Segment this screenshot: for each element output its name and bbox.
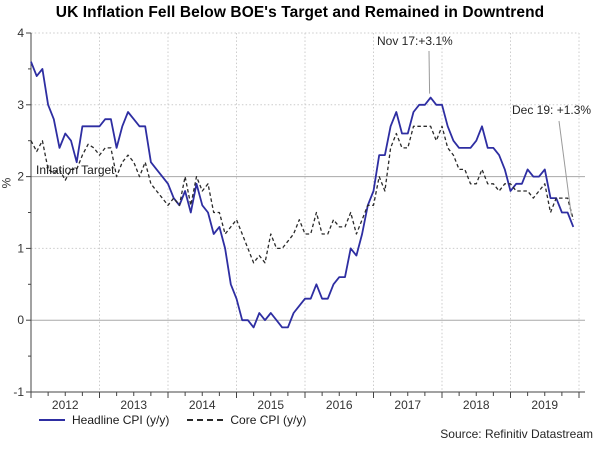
x-tick-label: 2019: [531, 398, 558, 412]
inflation-target-label: Inflation Target: [36, 163, 115, 177]
annotation-dec-2019-latest: Dec 19: +1.3%: [512, 103, 592, 117]
x-tick-label: 2014: [189, 398, 216, 412]
axes: [30, 33, 585, 393]
core-cpi-legend-swatch: [187, 419, 224, 421]
y-tick-label: 3: [17, 98, 24, 112]
headline-cpi-legend-swatch: [39, 419, 65, 421]
annotation-leader-line: [428, 50, 431, 94]
x-tick-label: 2015: [257, 398, 284, 412]
x-tick-label: 2013: [120, 398, 147, 412]
chart-title: UK Inflation Fell Below BOE's Target and…: [55, 4, 545, 21]
y-tick-label: 1: [17, 241, 24, 255]
legend: Headline CPI (y/y) Core CPI (y/y): [39, 413, 306, 427]
annotation-leader-line: [558, 120, 572, 215]
y-tick-label: 0: [17, 313, 24, 327]
source-credit: Source: Refinitiv Datastream: [440, 427, 593, 441]
x-tick-label: 2017: [394, 398, 421, 412]
headline-cpi-legend-label: Headline CPI (y/y): [72, 413, 170, 427]
headline-cpi-line: [30, 61, 575, 329]
annotation-nov-2017-peak: Nov 17:+3.1%: [377, 34, 453, 48]
x-tick-label: 2012: [52, 398, 79, 412]
y-tick-label: 2: [17, 170, 24, 184]
core-cpi-line: [30, 125, 574, 264]
x-tick-label: 2018: [463, 398, 490, 412]
y-tick-label: -1: [13, 385, 24, 399]
y-axis-title: %: [0, 177, 14, 189]
y-tick-label: 4: [17, 26, 24, 40]
x-tick-label: 2016: [326, 398, 353, 412]
core-cpi-legend-label: Core CPI (y/y): [230, 413, 307, 427]
